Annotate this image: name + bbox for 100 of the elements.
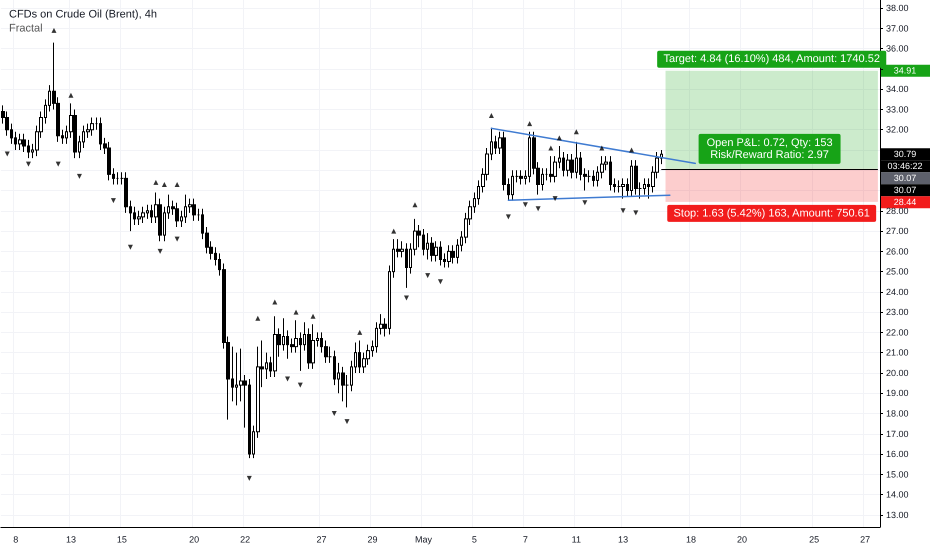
text: 30.07: [894, 185, 916, 196]
y-tick-label: 27.00: [886, 226, 909, 236]
point: [332, 410, 337, 416]
point: [298, 382, 303, 388]
point: [76, 174, 82, 179]
x-tick-label: 13: [618, 534, 628, 544]
point: [582, 200, 588, 206]
x-tick-label: 5: [472, 534, 477, 544]
y-tick-label: 34.00: [886, 84, 909, 94]
x-tick-label: 27: [316, 534, 327, 544]
x-tick-label: 8: [13, 534, 18, 544]
candlestick: [107, 141, 111, 181]
point: [153, 180, 158, 185]
y-tick-label: 19.00: [886, 388, 909, 398]
y-tick-label: 32.00: [886, 124, 909, 135]
band-label: Target: 4.84 (16.10%) 484, Amount: 1740.52: [663, 53, 880, 66]
candlestick: [116, 172, 119, 185]
candlestick: [192, 198, 196, 222]
point: [438, 279, 443, 284]
candlestick: [137, 210, 141, 226]
point: [285, 376, 290, 382]
text: Fractal: [9, 22, 43, 34]
text: 34.91: [894, 66, 916, 76]
x-tick-label: 25: [809, 534, 820, 544]
candlestick: [519, 170, 523, 185]
point: [620, 208, 626, 214]
x-tick-label: 18: [686, 534, 696, 544]
candlestick: [175, 202, 179, 228]
point: [404, 295, 409, 300]
point: [548, 145, 554, 150]
x-tick-label: 20: [189, 534, 200, 544]
point: [488, 113, 494, 118]
point: [357, 330, 362, 335]
y-tick-label: 16.00: [886, 449, 909, 460]
candlestick: [447, 244, 451, 268]
point: [4, 152, 10, 157]
point: [344, 419, 350, 424]
y-tick-label: 25.00: [886, 266, 909, 277]
band-label: Stop: 1.63 (5.42%) 163, Amount: 750.61: [674, 207, 870, 220]
y-tick-label: 15.00: [886, 469, 909, 480]
candlestick: [273, 316, 277, 378]
x-tick-label: 29: [367, 534, 378, 544]
point: [246, 476, 252, 481]
point: [255, 316, 260, 321]
candlestick: [90, 117, 94, 136]
y-tick-label: 38.00: [886, 3, 909, 14]
point: [158, 248, 163, 254]
point: [391, 228, 396, 234]
y-tick-label: 23.00: [886, 307, 909, 318]
point: [272, 300, 278, 305]
candlestick: [430, 236, 434, 262]
candlestick: [18, 133, 22, 150]
point: [110, 198, 116, 204]
point: [26, 162, 31, 167]
y-tick-label: 14.00: [886, 490, 909, 500]
point: [51, 28, 56, 33]
candlestick: [566, 154, 570, 177]
x-tick-label: 15: [116, 534, 127, 544]
y-tick-label: 33.00: [886, 104, 909, 114]
point: [527, 121, 532, 126]
point: [174, 236, 180, 242]
point: [294, 310, 299, 315]
point: [556, 135, 562, 140]
point: [629, 147, 634, 152]
annotation: Open P&L: 0.72, Qty: 153 Risk/Reward Ratio: 2.97: [706, 136, 833, 161]
point: [633, 210, 638, 216]
text: 30.07: [894, 173, 916, 184]
point: [536, 206, 541, 212]
y-tick-label: 37.00: [886, 23, 909, 34]
point: [425, 273, 430, 278]
y-tick-label: 20.00: [886, 368, 909, 378]
y-tick-label: 17.00: [886, 428, 909, 439]
x-tick-label: 13: [66, 534, 76, 544]
point: [506, 214, 511, 220]
x-tick-label: 11: [572, 534, 582, 544]
point: [174, 182, 180, 187]
x-tick-label: 20: [736, 534, 747, 544]
point: [552, 196, 558, 202]
text: 28.44: [894, 197, 916, 208]
y-tick-label: 36.00: [886, 44, 909, 54]
x-tick-label: 22: [240, 534, 250, 544]
y-tick-label: 18.00: [886, 408, 909, 418]
point: [599, 145, 604, 150]
point: [310, 314, 316, 319]
x-tick-label: May: [414, 534, 432, 544]
text: 30.79: [894, 149, 916, 160]
point: [574, 129, 579, 134]
point: [68, 92, 74, 98]
point: [162, 182, 167, 187]
x-tick-label: 7: [522, 534, 528, 544]
candlestick: [549, 156, 553, 183]
y-tick-label: 21.00: [886, 348, 909, 358]
candlestick: [311, 324, 315, 370]
text: CFDs on Crude Oil (Brent), 4h: [9, 8, 157, 20]
point: [522, 202, 528, 208]
candlestick: [621, 178, 625, 200]
y-tick-label: 13.00: [886, 510, 909, 520]
point: [56, 162, 61, 167]
y-tick-label: 22.00: [886, 327, 909, 338]
x-tick-label: 27: [860, 534, 870, 544]
